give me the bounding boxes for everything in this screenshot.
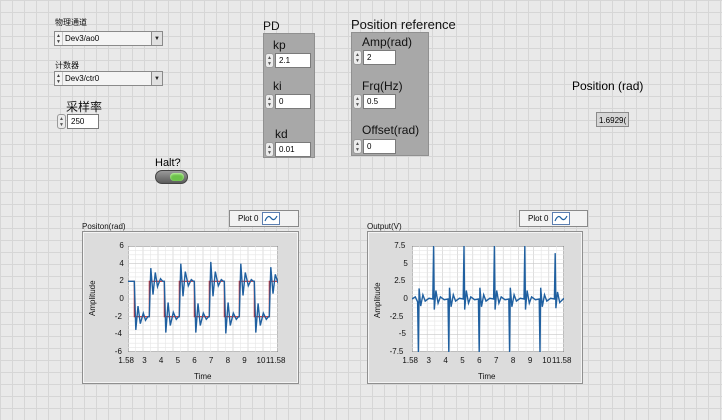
ring-arrows-icon[interactable]: ▲ ▼ [55, 72, 63, 85]
offset-input[interactable]: 0 [363, 139, 396, 154]
counter-ring[interactable]: ▲ ▼ Dev3/ctr0 ▼ [54, 71, 163, 86]
pd-title: PD [263, 19, 280, 33]
halt-label: Halt? [155, 157, 181, 169]
amp-control[interactable]: ▲ ▼ 2 [353, 50, 396, 65]
amp-input[interactable]: 2 [363, 50, 396, 65]
frq-label: Frq(Hz) [362, 79, 403, 93]
ki-control[interactable]: ▲ ▼ 0 [265, 94, 311, 109]
position-reference-title: Position reference [351, 17, 456, 32]
position-xlabel: Time [194, 372, 212, 381]
position-plot-area[interactable] [128, 246, 278, 352]
plot-line-icon[interactable] [262, 212, 281, 225]
halt-button[interactable] [155, 170, 188, 184]
kp-label: kp [273, 38, 286, 52]
output-graph-legend[interactable]: Plot 0 [519, 210, 588, 227]
spinner-icon[interactable]: ▲ ▼ [353, 139, 362, 154]
frq-control[interactable]: ▲ ▼ 0.5 [353, 94, 396, 109]
offset-label: Offset(rad) [362, 123, 420, 137]
frq-input[interactable]: 0.5 [363, 94, 396, 109]
spinner-icon[interactable]: ▲ ▼ [57, 114, 66, 129]
output-graph-title: Output(V) [367, 222, 402, 231]
spinner-icon[interactable]: ▲ ▼ [265, 53, 274, 68]
amp-label: Amp(rad) [362, 35, 413, 49]
counter-label: 计数器 [55, 61, 79, 70]
channel-value: Dev3/ao0 [65, 34, 100, 43]
output-plot-area[interactable] [412, 246, 564, 352]
spinner-icon[interactable]: ▲ ▼ [353, 50, 362, 65]
offset-control[interactable]: ▲ ▼ 0 [353, 139, 396, 154]
counter-value: Dev3/ctr0 [65, 74, 100, 83]
kd-label: kd [275, 127, 288, 141]
ki-input[interactable]: 0 [275, 94, 311, 109]
ring-arrows-icon[interactable]: ▲ ▼ [55, 32, 63, 45]
led-indicator [170, 173, 184, 181]
position-indicator-label: Position (rad) [572, 79, 644, 93]
ki-label: ki [273, 79, 282, 93]
chevron-down-icon[interactable]: ▼ [151, 32, 162, 45]
plot-line-icon[interactable] [552, 212, 571, 225]
rate-input[interactable]: 250 [67, 114, 99, 129]
channel-label: 物理通道 [55, 18, 87, 27]
series-line [128, 261, 278, 334]
position-graph-legend[interactable]: Plot 0 [229, 210, 299, 227]
position-indicator: 1.6929( [596, 112, 629, 127]
kp-control[interactable]: ▲ ▼ 2.1 [265, 53, 311, 68]
kd-control[interactable]: ▲ ▼ 0.01 [265, 142, 311, 157]
position-graph-title: Positon(rad) [82, 222, 126, 231]
legend-label: Plot 0 [528, 214, 549, 223]
kd-input[interactable]: 0.01 [275, 142, 311, 157]
output-xlabel: Time [478, 372, 496, 381]
spinner-icon[interactable]: ▲ ▼ [265, 94, 274, 109]
kp-input[interactable]: 2.1 [275, 53, 311, 68]
spinner-icon[interactable]: ▲ ▼ [353, 94, 362, 109]
rate-label: 采样率 [66, 100, 103, 114]
rate-control[interactable]: ▲ ▼ 250 [57, 114, 99, 129]
legend-label: Plot 0 [238, 214, 259, 223]
series-line [412, 246, 564, 352]
channel-ring[interactable]: ▲ ▼ Dev3/ao0 ▼ [54, 31, 163, 46]
position-ylabel: Amplitude [88, 280, 97, 316]
chevron-down-icon[interactable]: ▼ [151, 72, 162, 85]
spinner-icon[interactable]: ▲ ▼ [265, 142, 274, 157]
output-ylabel: Amplitude [373, 282, 382, 318]
